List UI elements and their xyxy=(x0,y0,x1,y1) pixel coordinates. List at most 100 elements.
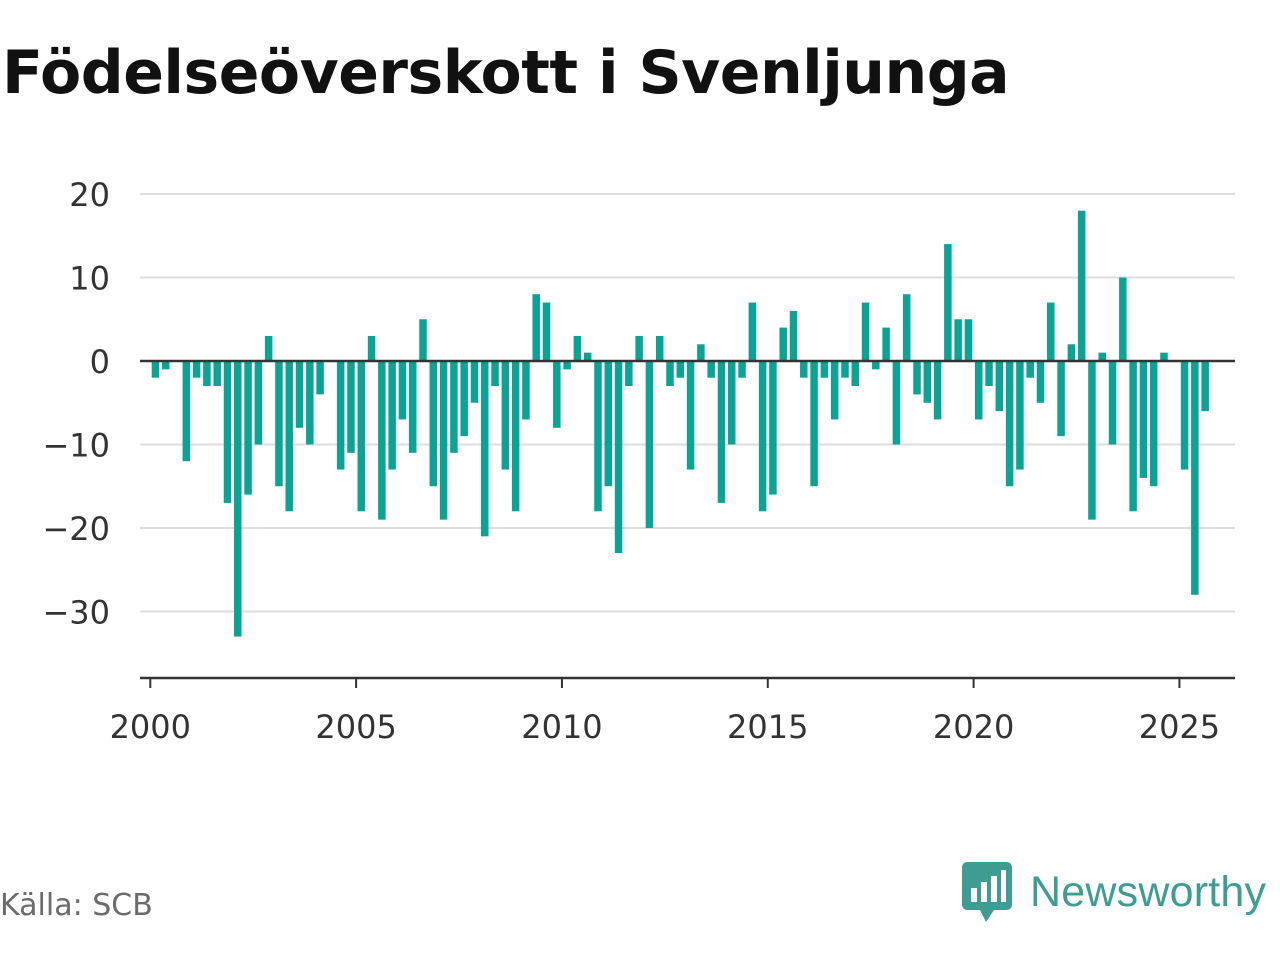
bar xyxy=(1098,352,1106,361)
bar xyxy=(655,335,664,361)
bar xyxy=(985,361,993,387)
bar xyxy=(697,344,705,361)
bars xyxy=(151,210,1209,637)
x-tick-label: 2020 xyxy=(933,708,1014,746)
bar xyxy=(841,361,849,378)
chart-title: Födelseöverskott i Svenljunga xyxy=(2,38,1010,108)
bar xyxy=(1088,361,1096,520)
newsworthy-logo-icon xyxy=(962,862,1012,922)
bar xyxy=(275,361,283,487)
bar xyxy=(306,361,314,445)
bar xyxy=(151,361,160,378)
bar xyxy=(234,361,242,637)
bar xyxy=(728,361,736,445)
x-tick-label: 2015 xyxy=(727,708,808,746)
y-tick-label: 20 xyxy=(69,176,110,214)
bar xyxy=(717,361,726,503)
bar xyxy=(758,361,767,512)
bar xyxy=(944,244,952,361)
bar xyxy=(738,361,746,378)
bar xyxy=(378,361,386,520)
bar xyxy=(800,361,808,378)
x-tick-label: 2000 xyxy=(110,708,191,746)
bar xyxy=(408,361,417,453)
bar xyxy=(182,361,191,462)
bar xyxy=(161,361,170,370)
bar xyxy=(614,361,623,554)
bar xyxy=(1026,361,1034,378)
bar xyxy=(460,361,468,437)
bar xyxy=(316,361,324,395)
bar xyxy=(748,302,757,361)
bar xyxy=(347,361,355,453)
bar xyxy=(192,361,201,378)
bar xyxy=(872,361,880,370)
bar xyxy=(964,319,973,361)
bar xyxy=(676,361,685,378)
bar xyxy=(563,361,571,370)
bar xyxy=(1119,277,1127,361)
bar xyxy=(419,319,427,361)
bar xyxy=(285,361,293,512)
bar xyxy=(511,361,520,512)
bar xyxy=(573,335,582,361)
bar xyxy=(501,361,510,470)
bar xyxy=(892,361,901,445)
bar xyxy=(388,361,396,470)
y-tick-label: 0 xyxy=(90,343,110,381)
bar xyxy=(439,361,448,520)
bar xyxy=(1077,210,1086,361)
bar xyxy=(625,361,633,387)
bar xyxy=(954,319,962,361)
bar xyxy=(666,361,674,387)
bar xyxy=(913,361,921,395)
bar xyxy=(264,335,273,361)
bar xyxy=(583,352,592,361)
bar xyxy=(975,361,983,420)
bar xyxy=(1036,361,1045,403)
bar xyxy=(902,294,911,361)
bar xyxy=(779,327,787,361)
x-tick-label: 2025 xyxy=(1139,708,1220,746)
y-tick-label: −30 xyxy=(42,594,110,632)
bar xyxy=(1108,361,1117,445)
bar xyxy=(882,327,890,361)
bar xyxy=(213,361,221,387)
bar xyxy=(923,361,932,403)
bar xyxy=(481,361,489,537)
x-tick-label: 2010 xyxy=(521,708,602,746)
bar xyxy=(1057,361,1065,437)
bar xyxy=(645,361,654,528)
bar xyxy=(707,361,715,378)
bar xyxy=(1160,352,1168,361)
bar xyxy=(553,361,561,428)
bar xyxy=(1129,361,1137,512)
brand-logo[interactable]: Newsworthy xyxy=(962,862,1266,922)
brand-name: Newsworthy xyxy=(1030,867,1267,916)
bar xyxy=(223,361,232,503)
bar xyxy=(635,335,643,361)
bar xyxy=(450,361,458,453)
bar xyxy=(203,361,211,387)
bar xyxy=(429,361,438,487)
bar xyxy=(336,361,345,470)
y-tick-label: −10 xyxy=(42,427,110,465)
bar xyxy=(470,361,479,403)
y-tick-label: 10 xyxy=(69,260,110,298)
bar xyxy=(851,361,859,387)
bar xyxy=(1201,361,1209,412)
bar xyxy=(810,361,818,487)
bar xyxy=(789,310,798,361)
bar xyxy=(1047,302,1055,361)
bar xyxy=(542,302,551,361)
bar xyxy=(532,294,540,361)
bar xyxy=(604,361,613,487)
bar xyxy=(254,361,263,445)
bar xyxy=(1180,361,1189,470)
bar xyxy=(933,361,942,420)
bar xyxy=(861,302,870,361)
bar xyxy=(995,361,1004,412)
bar xyxy=(357,361,366,512)
bar xyxy=(1005,361,1014,487)
